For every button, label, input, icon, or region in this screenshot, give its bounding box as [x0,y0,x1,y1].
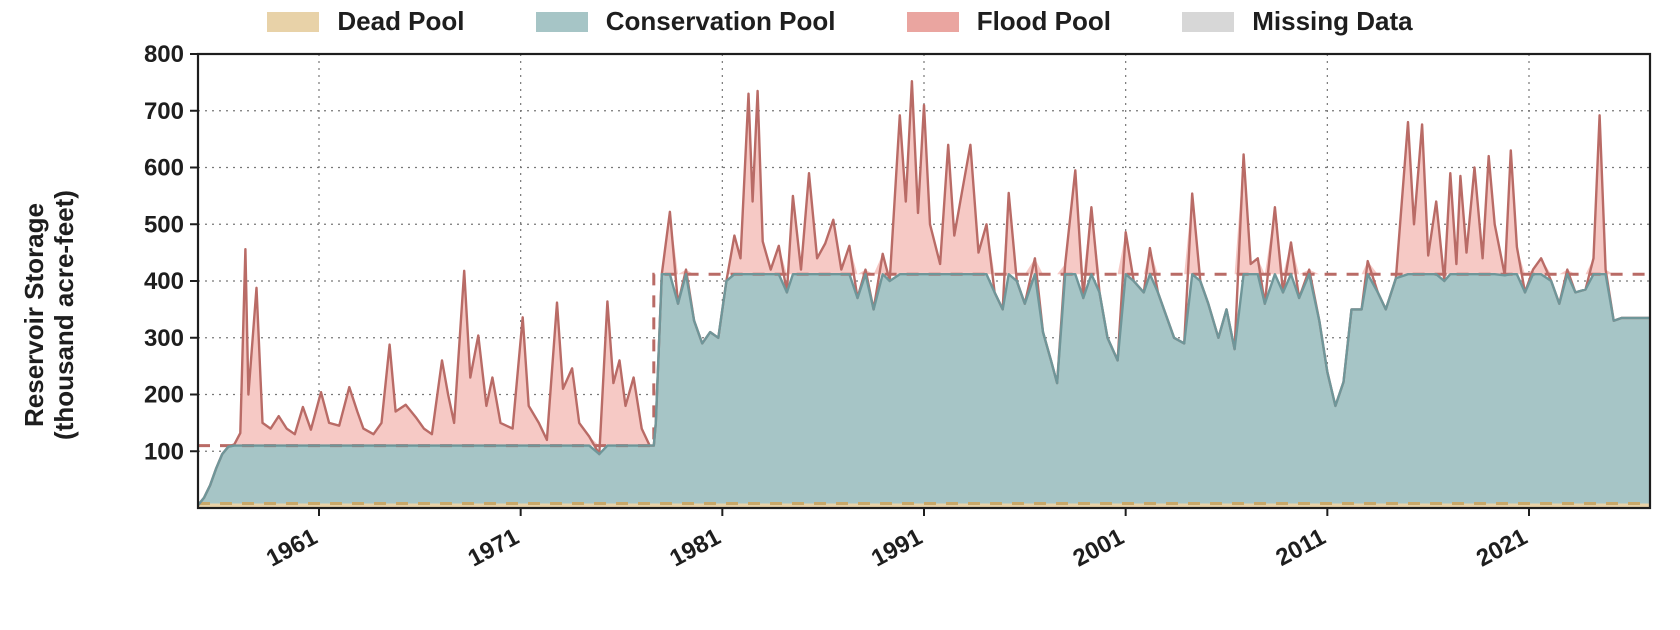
legend: Dead Pool Conservation Pool Flood Pool M… [0,6,1680,39]
svg-text:700: 700 [144,98,184,125]
svg-text:400: 400 [144,268,184,295]
legend-swatch [907,12,959,32]
plot-svg: 100 200 300 400 500 600 700 800 1961 1971 1981 1991… [0,0,1680,630]
svg-text:1991: 1991 [867,523,927,572]
legend-label: Dead Pool [337,6,464,37]
legend-swatch [1182,12,1234,32]
svg-text:2021: 2021 [1472,523,1532,572]
svg-text:2011: 2011 [1271,523,1330,571]
legend-item-conservation-pool: Conservation Pool [536,6,836,37]
legend-label: Conservation Pool [606,6,836,37]
svg-text:300: 300 [144,325,184,352]
svg-text:2001: 2001 [1069,523,1129,572]
svg-text:200: 200 [144,382,184,409]
svg-text:100: 100 [144,438,184,465]
legend-label: Missing Data [1252,6,1412,37]
svg-text:1961: 1961 [262,523,322,572]
legend-item-missing-data: Missing Data [1182,6,1412,37]
legend-item-dead-pool: Dead Pool [267,6,464,37]
svg-text:800: 800 [144,41,184,68]
svg-text:1981: 1981 [665,523,725,572]
svg-text:600: 600 [144,155,184,182]
legend-swatch [536,12,588,32]
legend-item-flood-pool: Flood Pool [907,6,1111,37]
reservoir-storage-chart: Dead Pool Conservation Pool Flood Pool M… [0,0,1680,630]
svg-text:1971: 1971 [464,523,524,572]
svg-text:500: 500 [144,211,184,238]
legend-label: Flood Pool [977,6,1111,37]
legend-swatch [267,12,319,32]
y-axis-label: Reservoir Storage (thousand acre-feet) [20,85,80,545]
